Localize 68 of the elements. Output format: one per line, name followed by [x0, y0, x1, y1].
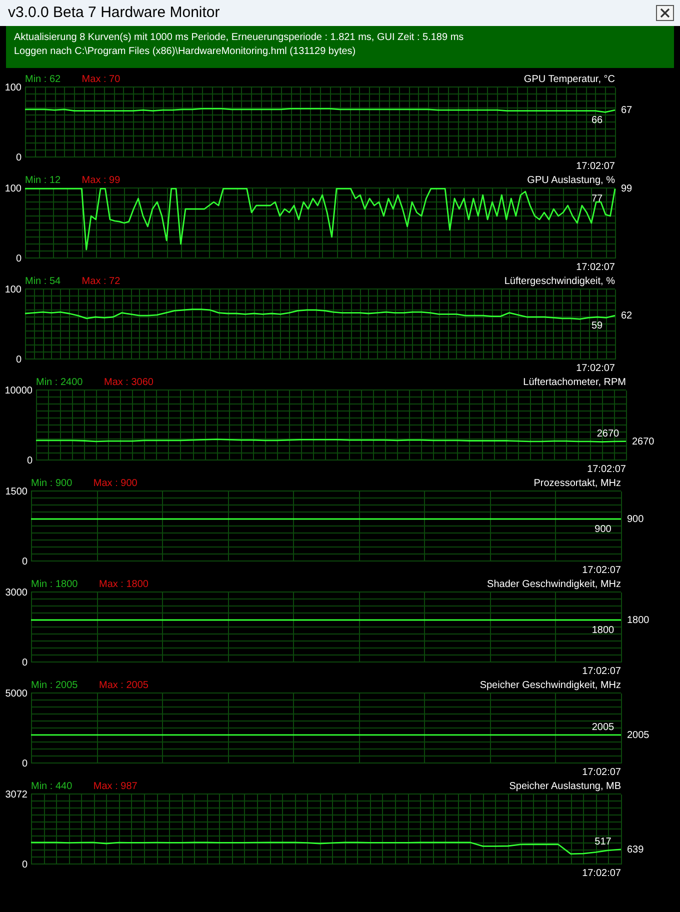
- text: Max : 99: [82, 175, 121, 186]
- text: 99: [621, 184, 633, 195]
- text: 17:02:07: [576, 161, 616, 172]
- text: Min : 900: [31, 478, 73, 489]
- text: Min : 440: [31, 781, 73, 792]
- y-tick-label: 0: [26, 456, 33, 466]
- chart-title: Speicher Auslastung, MB: [509, 781, 622, 792]
- chart-title: Speicher Geschwindigkeit, MHz: [480, 680, 621, 691]
- text: Min : 2005: [31, 680, 78, 691]
- y-tick-label: 5000: [5, 688, 28, 700]
- y-tick-label: 0: [22, 758, 28, 770]
- y-tick-label: 1500: [5, 486, 28, 498]
- y-tick-label: 0: [22, 860, 28, 870]
- annotation: 66: [591, 115, 603, 126]
- text: 17:02:07: [576, 363, 616, 374]
- text: Max : 987: [93, 781, 138, 792]
- chart-title: Prozessortakt, MHz: [534, 478, 621, 489]
- text: Max : 1800: [99, 579, 149, 590]
- annotation: 77: [591, 194, 603, 205]
- chart-title: Lüftertachometer, RPM: [523, 377, 626, 388]
- text: 17:02:07: [582, 565, 622, 576]
- text: Aktualisierung 8 Kurven(s) mit 1000 ms Periode, Erneuerungsperiode : 1.821 ms, GUI Zeit : 5.189 ms: [14, 31, 465, 45]
- text: Min : 12: [25, 175, 62, 186]
- y-tick-label: 0: [22, 658, 28, 668]
- y-tick-label: 0: [16, 354, 22, 366]
- text: Max : 3060: [104, 377, 154, 388]
- y-tick-label: 100: [4, 284, 22, 296]
- text: Max : 2005: [99, 680, 149, 691]
- y-tick-label: 100: [4, 82, 22, 94]
- y-tick-label: 3000: [5, 588, 28, 598]
- chart-title: GPU Auslastung, %: [527, 175, 616, 186]
- y-tick-label: 0: [16, 254, 22, 264]
- line-series: [24, 308, 616, 320]
- text: Min : 54: [25, 276, 62, 287]
- text: 900: [627, 514, 644, 525]
- y-tick-label: 0: [16, 152, 22, 164]
- text: Min : 1800: [31, 579, 78, 590]
- text: 17:02:07: [576, 262, 616, 273]
- text: Max : 72: [82, 276, 121, 287]
- text: Loggen nach C:\Program Files (x86)\HardwareMonitoring.hml (131129 bytes): [14, 45, 357, 59]
- annotation: 2005: [592, 722, 615, 733]
- text: Max : 900: [93, 478, 138, 489]
- annotation: 517: [594, 836, 612, 848]
- y-tick-label: 0: [22, 556, 28, 568]
- text: 2670: [632, 436, 655, 448]
- chart-title: Lüftergeschwindigkeit, %: [504, 276, 616, 287]
- y-tick-label: 3072: [5, 790, 28, 800]
- text: 17:02:07: [582, 868, 622, 879]
- text: 2005: [627, 730, 650, 741]
- text: v3.0.0 Beta 7 Hardware Monitor: [0, 0, 680, 26]
- chart-title: Shader Geschwindigkeit, MHz: [487, 579, 621, 590]
- annotation: 2670: [596, 428, 620, 440]
- text: Max : 70: [82, 74, 121, 85]
- annotation: 900: [594, 524, 612, 535]
- text: Min : 2400: [36, 377, 84, 388]
- y-tick-label: 10000: [4, 386, 33, 396]
- annotation: 1800: [592, 625, 615, 636]
- chart-title: GPU Temperatur, °C: [524, 74, 615, 85]
- text: Min : 62: [25, 74, 62, 85]
- text: 17:02:07: [582, 666, 622, 677]
- text: 639: [627, 844, 644, 856]
- text: 17:02:07: [582, 767, 622, 778]
- y-tick-label: 100: [4, 184, 22, 194]
- text: 67: [621, 105, 633, 116]
- annotation: 59: [591, 320, 603, 332]
- text: 62: [621, 310, 633, 322]
- text: 1800: [627, 615, 650, 626]
- text: 17:02:07: [587, 464, 626, 475]
